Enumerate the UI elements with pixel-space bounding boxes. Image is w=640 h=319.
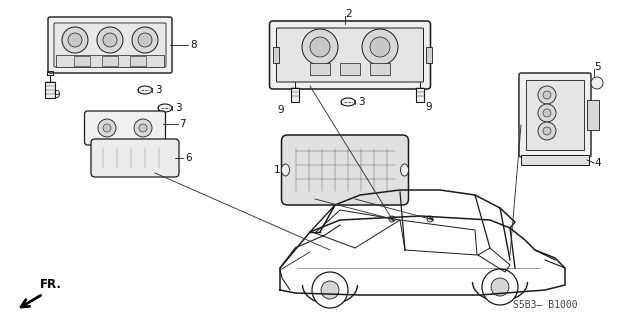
Bar <box>74 56 90 66</box>
Circle shape <box>138 33 152 47</box>
Text: 5: 5 <box>594 62 600 72</box>
Circle shape <box>591 77 603 89</box>
Circle shape <box>362 29 398 65</box>
FancyBboxPatch shape <box>54 23 166 67</box>
Bar <box>526 80 584 150</box>
Text: 4: 4 <box>594 158 600 168</box>
Circle shape <box>97 27 123 53</box>
FancyBboxPatch shape <box>276 28 424 82</box>
Bar <box>102 56 118 66</box>
Circle shape <box>370 37 390 57</box>
Circle shape <box>312 272 348 308</box>
Text: 3: 3 <box>155 85 162 95</box>
Text: 3: 3 <box>175 103 182 113</box>
Text: FR.: FR. <box>40 278 62 291</box>
Circle shape <box>491 278 509 296</box>
Bar <box>426 47 431 63</box>
Circle shape <box>538 86 556 104</box>
FancyBboxPatch shape <box>91 139 179 177</box>
Ellipse shape <box>341 98 355 106</box>
Text: 1: 1 <box>273 165 280 175</box>
Circle shape <box>310 37 330 57</box>
Circle shape <box>134 119 152 137</box>
Bar <box>340 63 360 75</box>
Bar <box>416 88 424 102</box>
Circle shape <box>321 281 339 299</box>
Circle shape <box>482 269 518 305</box>
Circle shape <box>139 124 147 132</box>
Circle shape <box>427 216 433 222</box>
Text: 9: 9 <box>425 102 431 112</box>
Circle shape <box>543 91 551 99</box>
FancyBboxPatch shape <box>282 135 408 205</box>
Circle shape <box>389 216 395 222</box>
Bar <box>291 88 299 102</box>
Text: 8: 8 <box>190 40 196 50</box>
Bar <box>310 63 330 75</box>
Bar <box>587 100 599 130</box>
Text: 6: 6 <box>185 153 191 163</box>
Ellipse shape <box>158 104 172 112</box>
Circle shape <box>538 122 556 140</box>
Circle shape <box>538 104 556 122</box>
Ellipse shape <box>401 164 408 176</box>
FancyBboxPatch shape <box>269 21 431 89</box>
Text: 7: 7 <box>179 119 186 129</box>
Bar <box>521 155 589 165</box>
FancyBboxPatch shape <box>519 73 591 157</box>
Text: 9: 9 <box>53 90 60 100</box>
Circle shape <box>98 119 116 137</box>
Circle shape <box>62 27 88 53</box>
Circle shape <box>103 124 111 132</box>
Ellipse shape <box>282 164 289 176</box>
Circle shape <box>543 109 551 117</box>
Circle shape <box>68 33 82 47</box>
Circle shape <box>302 29 338 65</box>
Bar <box>45 82 55 98</box>
Text: S5B3– B1000: S5B3– B1000 <box>513 300 577 310</box>
FancyBboxPatch shape <box>48 17 172 73</box>
Circle shape <box>543 127 551 135</box>
FancyBboxPatch shape <box>84 111 166 145</box>
Text: 3: 3 <box>358 97 365 107</box>
Text: 2: 2 <box>345 9 351 19</box>
Bar <box>56 55 164 67</box>
Bar <box>370 63 390 75</box>
Circle shape <box>132 27 158 53</box>
Circle shape <box>103 33 117 47</box>
Bar <box>130 56 146 66</box>
Ellipse shape <box>138 86 152 94</box>
Bar <box>273 47 278 63</box>
Text: 9: 9 <box>277 105 284 115</box>
